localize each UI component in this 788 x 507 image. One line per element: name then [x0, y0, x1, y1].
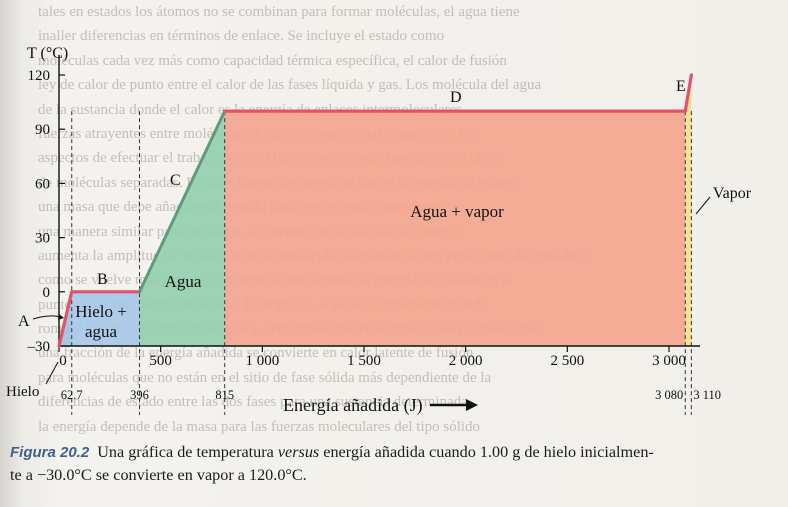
chart-labels: T (°C) Energía añadida (J) A B C D E Hielo Hielo…	[6, 45, 752, 416]
y-tick-label: 30	[35, 231, 50, 247]
curve-segment-0	[57, 290, 74, 348]
y-tick-label: 0	[43, 285, 51, 301]
region-label-agua-vapor: Agua + vapor	[410, 202, 504, 221]
temperature-vs-energy-chart: –30 0 30 60 90 120 500 1 000 1 500 2 000 2 500 3 00…	[6, 45, 752, 416]
x-tick-label: 2 500	[550, 353, 584, 369]
segment-label-D: D	[450, 89, 462, 106]
x-tick-label: 1 000	[245, 353, 279, 369]
x-tick-label: 1 500	[347, 353, 381, 369]
vapor-pointer	[695, 196, 711, 215]
background-text-line: tales en estados los átomos no se combin…	[38, 4, 520, 20]
axes	[58, 55, 700, 347]
segment-label-C: C	[170, 172, 181, 189]
background-text-line: inaller diferencias en términos de enlac…	[38, 28, 445, 45]
region-vapor	[685, 75, 692, 346]
y-tick-label: 60	[35, 176, 50, 192]
marker-dashes	[71, 111, 692, 415]
marked-x-label: 3 110	[693, 388, 721, 402]
background-text-line: moléculas cada vez más como capacidad té…	[38, 52, 507, 69]
tick-marks: –30 0 30 60 90 120 500 1 000 1 500 2 000 2 500 3 00…	[27, 68, 722, 402]
region-label-agua: Agua	[165, 272, 202, 291]
caption-text-part1: Una gráfica de temperatura	[97, 443, 278, 461]
marked-x-label: 815	[215, 388, 234, 402]
y-tick-label: 90	[35, 122, 50, 138]
label-a-pointer	[32, 315, 61, 320]
x-tick-label: 3 000	[652, 353, 686, 369]
background-text-line: ley de calor de punto entre el calor de …	[38, 77, 542, 94]
region-label-hielo-agua-line1: Hielo +	[75, 302, 127, 321]
caption-versus: versus	[277, 443, 320, 461]
region-label-hielo-agua-line2: agua	[85, 322, 118, 341]
region-hielo-agua	[71, 291, 140, 346]
region-agua-vapor	[224, 111, 686, 346]
region-agua	[139, 111, 225, 346]
figure-caption: Figura 20.2 Una gráfica de temperatura ve…	[10, 441, 780, 487]
x-axis-title: Energía añadida (J)	[283, 395, 423, 416]
label-a-pointer-head	[58, 314, 64, 320]
marked-x-label: 396	[130, 388, 149, 402]
region-label-vapor: Vapor	[713, 185, 752, 202]
y-axis-title: T (°C)	[27, 45, 68, 62]
marked-x-label: 62.7	[61, 388, 83, 402]
hielo-pointer	[45, 361, 59, 385]
caption-figure-label: Figura 20.2	[10, 444, 90, 461]
x-tick-label: 500	[149, 353, 172, 369]
y-tick-label: 120	[28, 68, 51, 84]
segment-label-A: A	[18, 313, 30, 330]
caption-text-part2: energía añadida cuando 1.00 g de hielo i…	[319, 443, 654, 461]
curve-segment-2	[138, 109, 227, 294]
x-tick-label: 2 000	[449, 353, 483, 369]
phase-regions	[59, 75, 692, 346]
curve-segment-4	[683, 73, 693, 113]
x-axis-arrow-head	[466, 399, 478, 411]
segment-label-E: E	[676, 78, 686, 95]
y-tick-label: –30	[27, 339, 51, 355]
background-text-line: diferencias de estado entre las dos fase…	[38, 394, 468, 411]
background-text-line: la energía depende de la masa para las f…	[38, 418, 481, 435]
background-text-line: para moléculas que no están en el sitio …	[38, 369, 492, 386]
caption-line2: te a −30.0°C se convierte en vapor a 120…	[10, 466, 307, 484]
region-label-hielo: Hielo	[6, 384, 39, 400]
segment-label-B: B	[97, 271, 108, 288]
heating-curve	[57, 73, 693, 348]
marked-x-label: 3 080	[655, 388, 683, 402]
x-tick-label: 0	[59, 353, 67, 369]
